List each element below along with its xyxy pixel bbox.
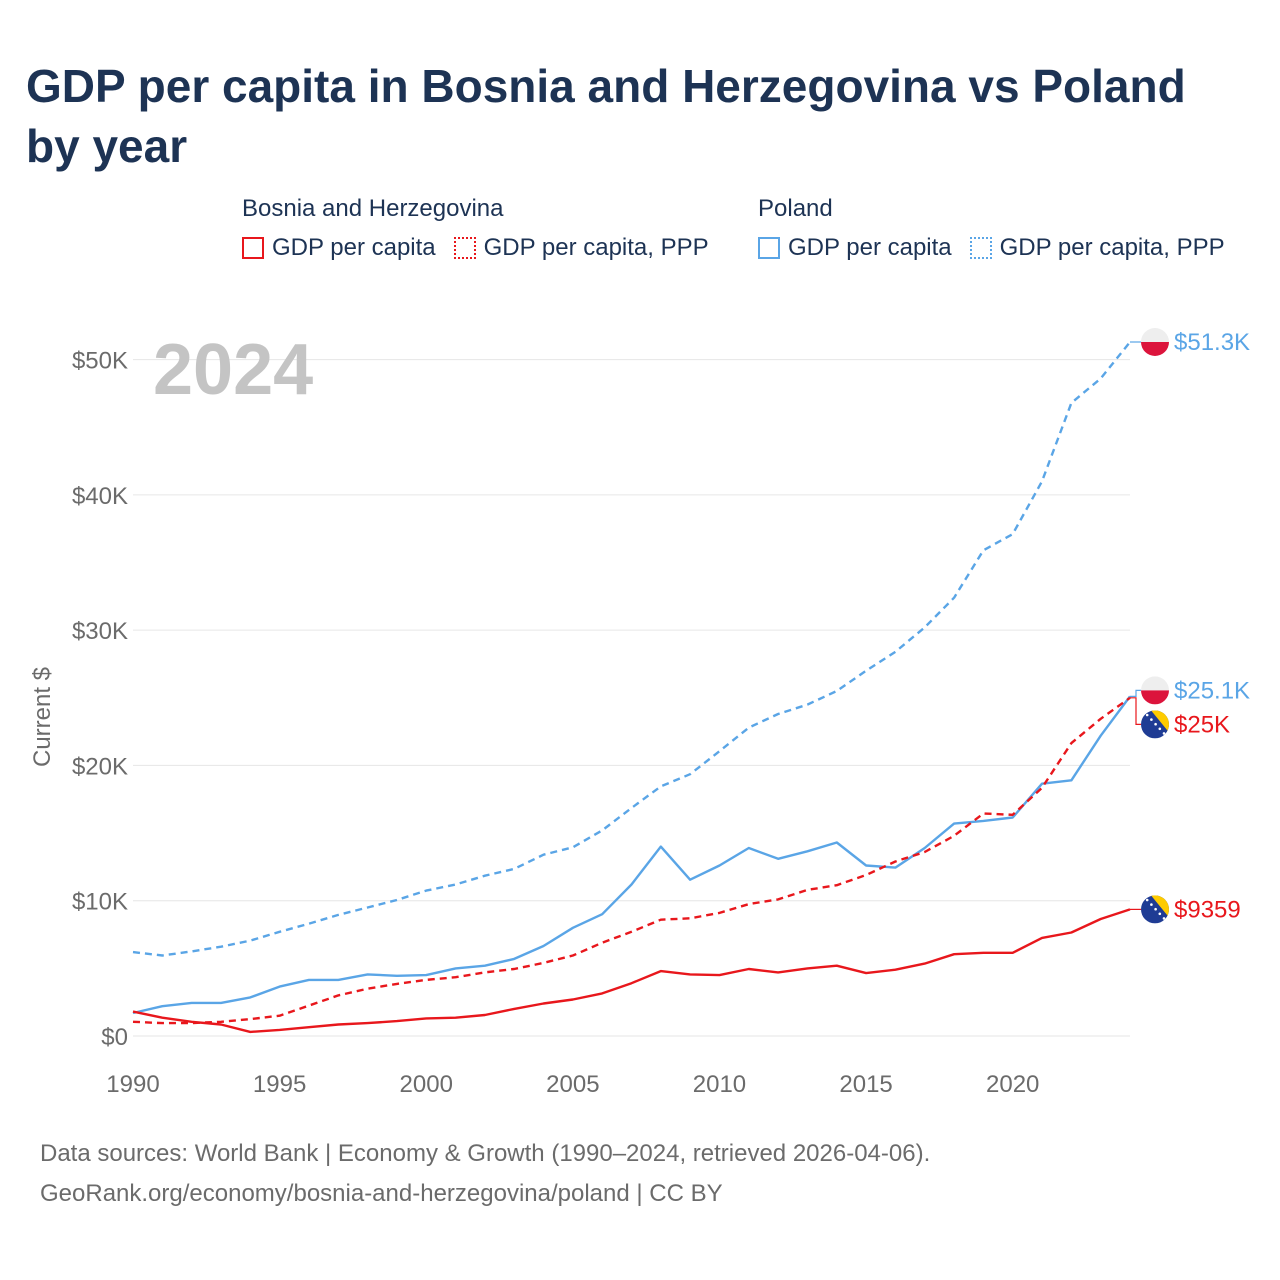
flag-star xyxy=(1150,718,1153,721)
x-tick-label: 2020 xyxy=(986,1071,1039,1098)
end-value-label: $9359 xyxy=(1174,896,1241,923)
chart-title: GDP per capita in Bosnia and Herzegovina… xyxy=(26,60,1186,172)
y-axis-label: Current $ xyxy=(29,667,56,767)
end-label-connector xyxy=(1130,697,1141,725)
flag-red-band xyxy=(1141,342,1169,356)
x-tick-label: 2010 xyxy=(693,1071,746,1098)
legend-item-bosnia-gdp[interactable]: GDP per capita xyxy=(242,234,436,262)
legend-label: GDP per capita, PPP xyxy=(483,234,709,261)
axes: $0 $10K $20K $30K $40K $50K 1990 1995 2000 2005 20… xyxy=(29,348,1039,1098)
series-line xyxy=(132,908,1131,1034)
legend-item-bosnia-gdp-ppp[interactable]: GDP per capita, PPP xyxy=(453,234,709,262)
series-line xyxy=(132,341,1131,957)
flag-star xyxy=(1158,727,1162,731)
legend-group-title: Bosnia and Herzegovina xyxy=(242,195,504,222)
flag-yellow-triangle xyxy=(1151,895,1169,918)
flag-star xyxy=(1145,713,1149,717)
flag-fill xyxy=(1141,676,1169,705)
end-value-label: $25K xyxy=(1174,711,1230,738)
flag-white-band xyxy=(1141,676,1169,691)
flag-star xyxy=(1150,903,1153,906)
flag-star xyxy=(1162,732,1166,735)
current-year-watermark: 2024 xyxy=(153,330,313,410)
legend-swatch xyxy=(969,237,992,259)
y-tick-label: $20K xyxy=(72,753,128,780)
legend-group-poland: Poland GDP per capita GDP per capita, PP… xyxy=(758,192,1243,262)
flag-star xyxy=(1154,907,1157,911)
bosnia-flag-icon xyxy=(1141,710,1169,739)
end-value-label: $51.3K xyxy=(1174,329,1250,356)
end-value-label: $25.1K xyxy=(1174,677,1250,704)
source-url-text: GeoRank.org/economy/bosnia-and-herzegovi… xyxy=(40,1180,723,1207)
flag-red-band xyxy=(1141,690,1169,705)
poland-flag-icon xyxy=(1141,328,1169,356)
data-sources-text: Data sources: World Bank | Economy & Gro… xyxy=(40,1140,931,1167)
flag-fill xyxy=(1141,710,1169,739)
y-tick-label: $30K xyxy=(72,618,128,645)
flag-star xyxy=(1158,912,1162,916)
legend-swatch xyxy=(453,237,476,259)
legend-swatch xyxy=(758,237,780,259)
series-line xyxy=(132,695,1131,1015)
end-labels: $51.3K $25.1K $25K $9359 xyxy=(1130,328,1250,924)
bosnia-flag-icon xyxy=(1141,895,1169,924)
y-tick-label: $50K xyxy=(72,348,128,375)
flag-star xyxy=(1145,898,1149,902)
series-lines xyxy=(132,341,1131,1034)
end-label-connector xyxy=(1130,689,1141,697)
gridlines xyxy=(133,359,1130,1037)
flag-star xyxy=(1141,710,1145,712)
legend-group-title: Poland xyxy=(758,195,833,222)
flag-star xyxy=(1141,895,1145,897)
poland-flag-icon xyxy=(1141,676,1169,705)
line-chart: 2024 $0 $10K $20K $30K $40K $50K 1990 1995 2000 2… xyxy=(29,328,1250,1098)
flag-fill xyxy=(1141,895,1169,924)
legend-item-poland-gdp[interactable]: GDP per capita xyxy=(758,234,952,262)
legend-swatch xyxy=(242,237,264,259)
y-tick-label: $40K xyxy=(72,483,128,510)
flag-white-band xyxy=(1141,328,1169,342)
legend-label: GDP per capita, PPP xyxy=(999,234,1225,261)
flag-star xyxy=(1154,722,1157,726)
legend-item-poland-gdp-ppp[interactable]: GDP per capita, PPP xyxy=(969,234,1225,262)
footer: Data sources: World Bank | Economy & Gro… xyxy=(40,1134,930,1214)
x-tick-label: 1990 xyxy=(106,1071,159,1098)
y-tick-label: $0 xyxy=(101,1024,128,1051)
flag-yellow-triangle xyxy=(1151,710,1169,733)
legend-label: GDP per capita xyxy=(788,234,952,261)
legend-group-bosnia: Bosnia and Herzegovina GDP per capita GD… xyxy=(242,192,727,262)
x-tick-label: 2005 xyxy=(546,1071,599,1098)
flag-star xyxy=(1162,917,1166,920)
flag-fill xyxy=(1141,328,1169,356)
x-tick-label: 1995 xyxy=(253,1071,306,1098)
x-tick-label: 2000 xyxy=(400,1071,453,1098)
series-line xyxy=(132,696,1131,1025)
y-tick-label: $10K xyxy=(72,889,128,916)
legend-label: GDP per capita xyxy=(272,234,436,261)
x-tick-label: 2015 xyxy=(839,1071,892,1098)
